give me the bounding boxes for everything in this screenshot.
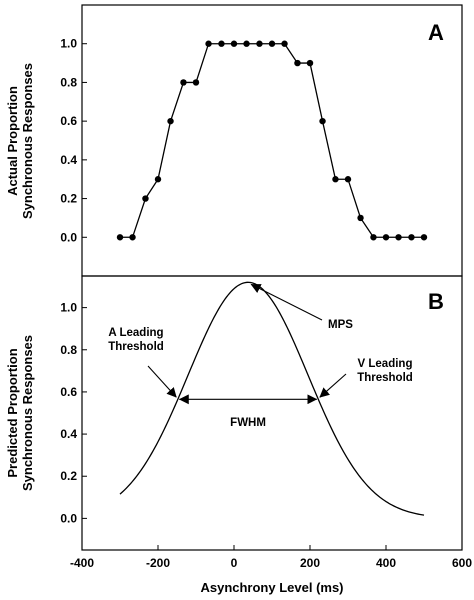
data-point [192,79,200,86]
x-tick-label: 0 [231,556,238,570]
a-threshold-label-line: Threshold [108,341,164,353]
x-axis-ticks: -400 -200 0 200 400 600 [70,545,472,570]
data-point [370,234,377,241]
panel-b-label: B [428,289,444,314]
data-point [420,234,428,241]
x-tick-label: 600 [452,556,472,570]
data-point [180,79,187,86]
panel-a-y-tick-label: 0.6 [60,114,77,128]
panel-b: 0.0 0.2 0.4 0.6 0.8 1.0 -400 -200 0 200 400 600 MP… [5,275,472,595]
data-point [294,59,301,67]
panel-b-annotations: MPS A Leading Threshold V Leading Threshold F… [108,283,413,429]
y-axis-title-line: Predicted Proportion [5,348,20,477]
mps-label-line: MPS [328,319,353,331]
data-point [408,234,415,241]
data-point [116,234,124,241]
panel-a-y-tick-label: 0.2 [60,192,77,206]
data-point [382,234,390,241]
panel-b-series [119,281,425,516]
mps-label: MPS [328,319,353,331]
panel-a-y-tick-label: 0.4 [60,153,77,167]
a-threshold-label: A Leading Threshold [108,327,164,353]
panel-b-y-tick-label: 0.4 [60,427,77,441]
data-point [205,40,212,47]
panel-b-y-tick-label: 1.0 [60,301,77,315]
actual-series-line [120,43,424,238]
panel-a-y-tick-label: 1.0 [60,37,77,51]
v-threshold-arrow [319,373,347,398]
fwhm-label: FWHM [230,417,266,429]
panel-b-y-tick-label: 0.2 [60,469,77,483]
v-threshold-label-line: Threshold [357,372,413,384]
panel-a-y-tick-label: 0.0 [60,230,77,244]
data-point [243,40,250,47]
data-point [344,176,352,183]
predicted-curve [119,281,425,516]
panel-b-frame [81,275,463,551]
data-point [154,176,162,183]
data-point [268,40,276,47]
panel-b-y-ticks: 0.0 0.2 0.4 0.6 0.8 1.0 [60,301,87,525]
mps-arrow [250,283,323,321]
panel-a: 0.0 0.2 0.4 0.6 0.8 1.0 A Actual ProportionSy… [5,4,463,277]
panel-a-y-axis-title: Actual ProportionSynchronous Responses [5,63,35,219]
panel-b-y-tick-label: 0.8 [60,343,77,357]
data-point [281,40,288,47]
panel-a-y-ticks: 0.0 0.2 0.4 0.6 0.8 1.0 [60,37,87,244]
panel-b-y-tick-label: 0.0 [60,511,77,525]
data-point [306,59,314,67]
v-threshold-label: V Leading Threshold [357,358,413,384]
data-point [129,234,136,241]
data-point [395,234,402,241]
y-axis-title-line: Synchronous Responses [20,335,35,491]
data-point [319,117,326,125]
data-point [218,40,225,47]
x-tick-label: -400 [70,556,94,570]
x-tick-label: -200 [146,556,170,570]
x-tick-label: 400 [376,556,396,570]
panel-a-series [116,40,428,241]
data-point [230,40,238,47]
v-threshold-label-line: V Leading [358,358,413,370]
data-point [167,117,174,125]
panel-a-y-tick-label: 0.8 [60,75,77,89]
panel-a-label: A [428,20,444,45]
data-point [357,214,364,222]
panel-b-y-axis-title: Predicted ProportionSynchronous Response… [5,335,35,491]
a-threshold-arrow [147,365,177,398]
data-point [332,176,339,183]
y-axis-title-line: Synchronous Responses [20,63,35,219]
x-axis-title: Asynchrony Level (ms) [200,580,343,595]
data-point [256,40,263,47]
panel-b-y-tick-label: 0.6 [60,385,77,399]
y-axis-title-line: Actual Proportion [5,86,20,196]
x-tick-label: 200 [300,556,320,570]
a-threshold-label-line: A Leading [108,327,163,339]
data-point [142,195,149,202]
fwhm-label-line: FWHM [230,417,266,429]
